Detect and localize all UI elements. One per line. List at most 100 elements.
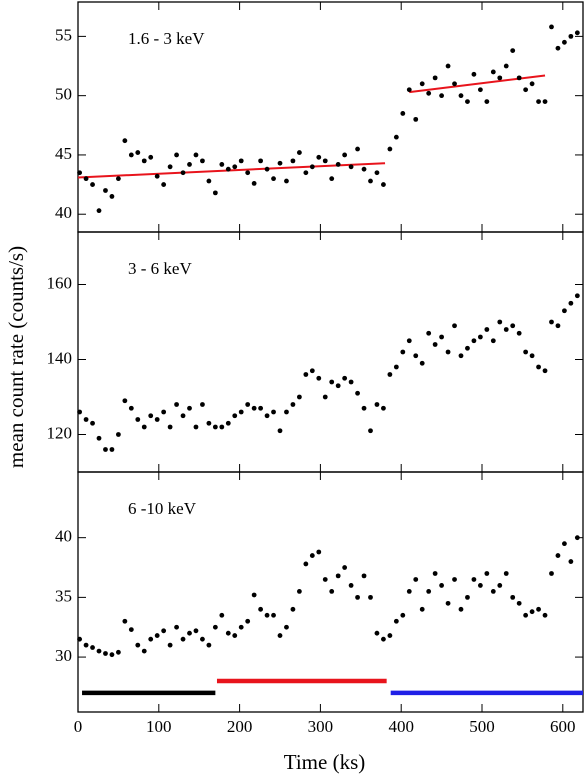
y-tick-label: 40	[55, 203, 72, 222]
y-tick-label: 140	[47, 348, 73, 367]
data-point	[510, 48, 516, 54]
y-tick-label: 160	[47, 273, 73, 292]
data-point	[180, 413, 186, 419]
data-point	[458, 353, 464, 359]
data-point	[562, 39, 567, 45]
data-point	[342, 375, 348, 381]
data-point	[445, 600, 451, 606]
data-point	[465, 99, 470, 104]
data-point	[219, 612, 225, 618]
x-tick-label: 0	[74, 717, 83, 736]
data-point	[361, 405, 367, 411]
data-point	[128, 405, 134, 411]
data-point	[329, 589, 335, 594]
data-point	[212, 424, 218, 430]
panel-label: 6 -10 keV	[128, 499, 197, 518]
data-point	[96, 435, 102, 441]
data-point	[555, 553, 561, 558]
data-point	[232, 633, 238, 638]
data-point	[536, 99, 541, 104]
data-point	[219, 424, 225, 430]
y-axis-label: mean count rate (counts/s)	[4, 246, 28, 468]
data-point	[419, 360, 425, 366]
y-tick-label: 50	[55, 85, 72, 104]
data-point	[503, 327, 509, 332]
data-point	[238, 409, 244, 415]
data-point	[187, 405, 192, 411]
data-point	[432, 342, 438, 347]
data-point	[361, 166, 367, 172]
x-tick-label: 200	[227, 717, 253, 736]
data-point	[549, 319, 554, 325]
data-point	[503, 63, 509, 69]
data-point	[174, 152, 179, 158]
data-point	[458, 93, 464, 99]
data-point	[510, 323, 516, 329]
data-point	[103, 447, 108, 452]
data-point	[200, 636, 205, 642]
data-point	[83, 417, 89, 422]
data-point	[296, 394, 302, 400]
y-tick-label: 120	[47, 423, 73, 442]
data-point	[523, 87, 529, 93]
x-tick-label: 400	[388, 717, 414, 736]
data-point	[258, 606, 264, 612]
data-point	[549, 571, 554, 576]
data-point	[516, 75, 522, 81]
data-point	[439, 93, 444, 99]
data-point	[342, 565, 348, 570]
data-point	[322, 158, 328, 164]
y-tick-label: 55	[55, 25, 72, 44]
data-point	[141, 424, 147, 430]
data-point	[574, 30, 580, 36]
fit-line	[77, 162, 386, 179]
data-point	[77, 409, 83, 415]
data-point	[536, 606, 541, 612]
data-point	[109, 194, 115, 199]
x-tick-label: 500	[469, 717, 495, 736]
data-point	[368, 178, 373, 184]
x-tick-label: 100	[146, 717, 172, 736]
data-point	[128, 152, 134, 158]
data-point	[445, 63, 451, 69]
data-point	[419, 606, 425, 612]
data-point	[225, 166, 231, 172]
data-point	[284, 624, 289, 630]
data-point	[238, 624, 244, 630]
panel-label: 3 - 6 keV	[128, 259, 192, 278]
data-point	[141, 648, 147, 654]
data-point	[452, 577, 457, 582]
data-point	[393, 364, 399, 370]
data-point	[368, 428, 373, 434]
data-point	[529, 81, 535, 87]
data-point	[374, 402, 380, 407]
data-point	[335, 162, 341, 167]
data-point	[167, 642, 173, 648]
data-point	[555, 323, 561, 329]
data-point	[251, 180, 257, 186]
data-point	[232, 413, 238, 419]
data-point	[497, 583, 503, 588]
data-point	[154, 417, 160, 422]
data-point	[271, 176, 276, 182]
data-point	[303, 372, 309, 377]
data-point	[303, 170, 309, 176]
data-point	[290, 158, 296, 164]
data-point	[148, 413, 154, 419]
data-point	[141, 158, 147, 164]
data-point	[439, 583, 444, 588]
data-point	[264, 166, 270, 172]
data-point	[484, 99, 490, 104]
data-point	[232, 164, 238, 170]
data-point	[296, 150, 302, 155]
data-point	[303, 561, 309, 567]
data-point	[206, 642, 212, 648]
data-point	[542, 99, 548, 104]
data-point	[432, 75, 438, 81]
data-point	[296, 589, 302, 594]
data-point	[180, 170, 186, 176]
data-point	[348, 379, 354, 385]
data-point	[96, 648, 102, 654]
data-point	[103, 188, 108, 193]
data-point	[426, 90, 432, 96]
